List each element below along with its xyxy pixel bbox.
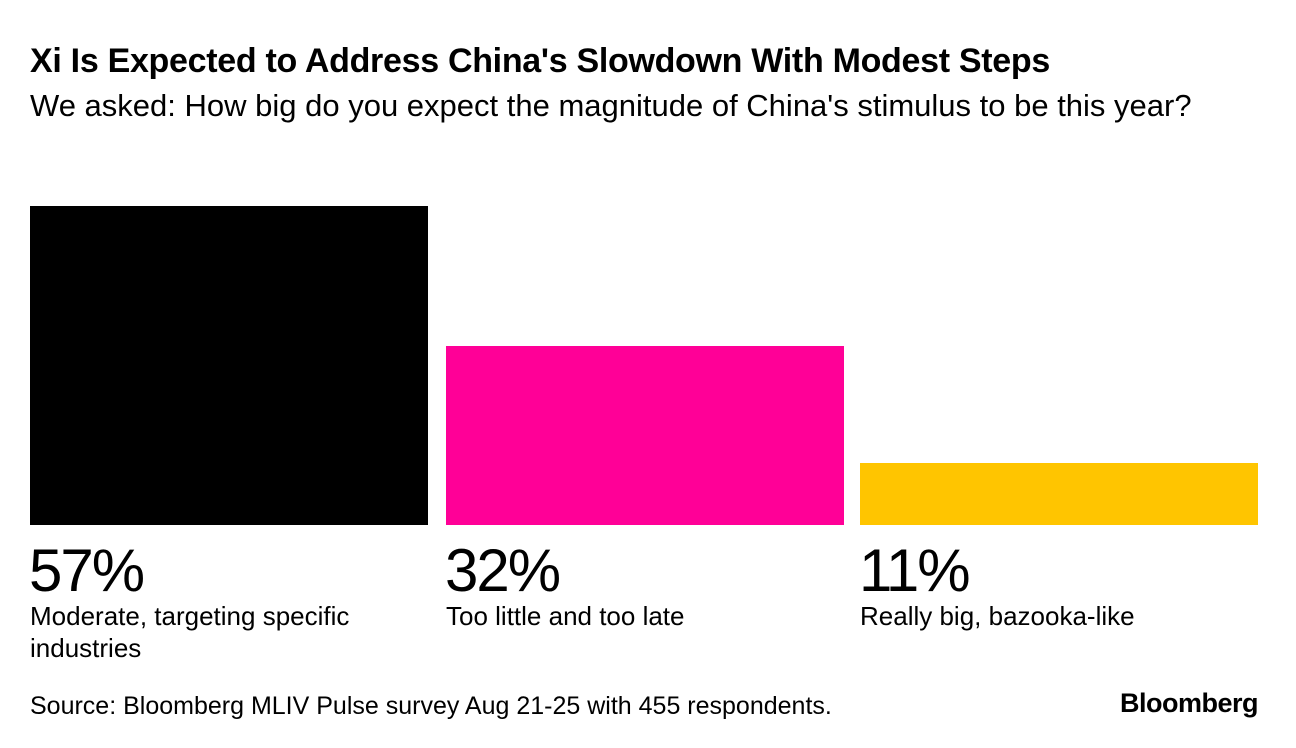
bloomberg-logo: Bloomberg	[1119, 688, 1259, 718]
value-label-too-little: 32%	[445, 537, 561, 604]
bar-moderate	[30, 206, 428, 525]
chart-subtitle: We asked: How big do you expect the magn…	[30, 88, 1192, 123]
category-label-really-big: Really big, bazooka-like	[860, 601, 1135, 631]
value-label-really-big: 11%	[859, 537, 971, 604]
source-note: Source: Bloomberg MLIV Pulse survey Aug …	[30, 692, 832, 720]
bar-too-little	[446, 346, 844, 525]
chart-title: Xi Is Expected to Address China's Slowdo…	[30, 42, 1050, 80]
bar-really-big	[860, 463, 1258, 525]
category-label-too-little: Too little and too late	[446, 601, 685, 631]
value-label-moderate: 57%	[29, 537, 145, 604]
category-label-moderate: Moderate, targeting specific industries	[30, 601, 350, 663]
